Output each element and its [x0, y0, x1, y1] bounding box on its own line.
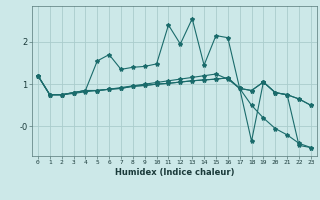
- X-axis label: Humidex (Indice chaleur): Humidex (Indice chaleur): [115, 168, 234, 177]
